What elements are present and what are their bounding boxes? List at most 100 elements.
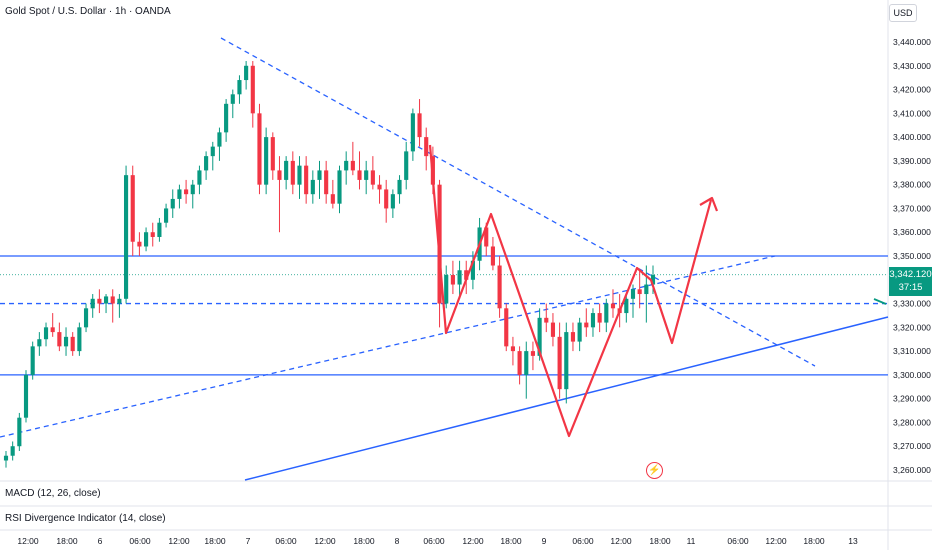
candle-body: [410, 113, 415, 152]
time-tick-label: 18:00: [803, 536, 825, 546]
candle-body: [103, 296, 109, 304]
candle-body: [244, 65, 249, 81]
current-price-tag: 3,342.120 37:15: [889, 267, 932, 296]
candle-body: [137, 241, 142, 247]
candle-body: [544, 317, 549, 323]
candle-body: [290, 160, 295, 185]
candle-body: [177, 189, 182, 199]
time-tick-label: 12:00: [168, 536, 190, 546]
candle-body: [277, 170, 282, 180]
currency-button[interactable]: USD: [889, 4, 917, 22]
candle-body: [384, 189, 389, 209]
price-tick-label: 3,420.000: [893, 85, 931, 95]
candle-body: [597, 313, 602, 323]
candle-body: [357, 170, 362, 180]
candle-body: [637, 289, 642, 295]
candle-body: [37, 339, 42, 347]
descending-trend-line: [220, 37, 816, 367]
time-tick-label: 18:00: [56, 536, 78, 546]
candle-body: [404, 151, 409, 180]
candle-body: [437, 184, 442, 304]
time-tick-label: 18:00: [500, 536, 522, 546]
time-tick-label: 18:00: [649, 536, 671, 546]
ascending-dashed-trend-line: [0, 255, 776, 438]
price-tick-label: 3,280.000: [893, 417, 931, 427]
price-tick-label: 3,350.000: [893, 251, 931, 261]
candle-body: [97, 298, 102, 304]
lightning-icon[interactable]: ⚡: [646, 462, 663, 479]
candle-body: [237, 80, 242, 95]
candle-body: [417, 113, 422, 138]
candle-body: [610, 303, 616, 309]
price-tick-label: 3,310.000: [893, 346, 931, 356]
time-tick-label: 18:00: [204, 536, 226, 546]
candle-body: [17, 417, 22, 447]
current-price-value: 3,342.120: [889, 269, 932, 280]
candle-body: [377, 184, 382, 190]
candle-body: [230, 94, 235, 104]
candle-body: [590, 313, 596, 328]
candle-body: [83, 308, 89, 328]
candle-body: [577, 322, 582, 342]
macd-pane-label[interactable]: MACD (12, 26, close): [5, 488, 101, 499]
candle-body: [164, 208, 169, 223]
time-tick-label: 11: [687, 536, 696, 546]
trend-lines: [0, 37, 889, 481]
time-tick-label: 7: [246, 536, 251, 546]
candle-body: [444, 275, 449, 304]
time-tick-label: 8: [395, 536, 400, 546]
candle-body: [250, 65, 255, 114]
price-tick-label: 3,270.000: [893, 441, 931, 451]
candle-body: [537, 317, 542, 356]
time-tick-label: 12:00: [610, 536, 632, 546]
candle-body: [364, 170, 369, 180]
candle-body: [470, 260, 475, 280]
price-tick-label: 3,320.000: [893, 322, 931, 332]
price-tick-label: 3,390.000: [893, 156, 931, 166]
candle-body: [530, 351, 536, 356]
candle-body: [457, 270, 462, 285]
candle-body: [604, 303, 609, 323]
candle-body: [3, 455, 9, 461]
time-tick-label: 13: [848, 536, 858, 546]
candle-body: [550, 322, 556, 337]
candle-body: [324, 170, 329, 195]
price-tick-label: 3,300.000: [893, 370, 931, 380]
candle-body: [63, 336, 69, 347]
candle-body: [624, 298, 629, 314]
candle-body: [284, 160, 289, 180]
candle-body: [304, 165, 309, 195]
price-tick-label: 3,260.000: [893, 465, 931, 475]
candle-body: [264, 137, 269, 185]
candle-body: [497, 265, 502, 309]
candle-body: [23, 374, 29, 418]
price-tick-label: 3,430.000: [893, 61, 931, 71]
candle-body: [450, 275, 455, 285]
candle-body: [630, 289, 636, 299]
candle-body: [117, 298, 122, 304]
price-axis: 3,440.000 3,430.000 3,420.000 3,410.000 3,40…: [893, 37, 931, 475]
candle-body: [310, 179, 315, 195]
time-tick-label: 06:00: [129, 536, 151, 546]
candle-body: [217, 132, 222, 147]
candle-body: [77, 327, 82, 352]
rsi-pane-label[interactable]: RSI Divergence Indicator (14, close): [5, 513, 166, 524]
time-tick-label: 9: [542, 536, 547, 546]
candle-body: [190, 184, 195, 195]
candle-body: [197, 170, 202, 185]
price-tick-label: 3,290.000: [893, 394, 931, 404]
price-tick-label: 3,410.000: [893, 108, 931, 118]
time-tick-label: 18:00: [353, 536, 375, 546]
candle-body: [464, 270, 469, 280]
candle-body: [30, 346, 35, 375]
time-tick-label: 06:00: [727, 536, 749, 546]
candle-body: [644, 284, 649, 295]
chart-title: Gold Spot / U.S. Dollar · 1h · OANDA: [5, 6, 171, 17]
candle-body: [43, 327, 49, 340]
candle-body: [524, 351, 529, 375]
time-tick-label: 12:00: [17, 536, 39, 546]
candle-body: [570, 332, 576, 342]
candle-body: [123, 175, 129, 299]
